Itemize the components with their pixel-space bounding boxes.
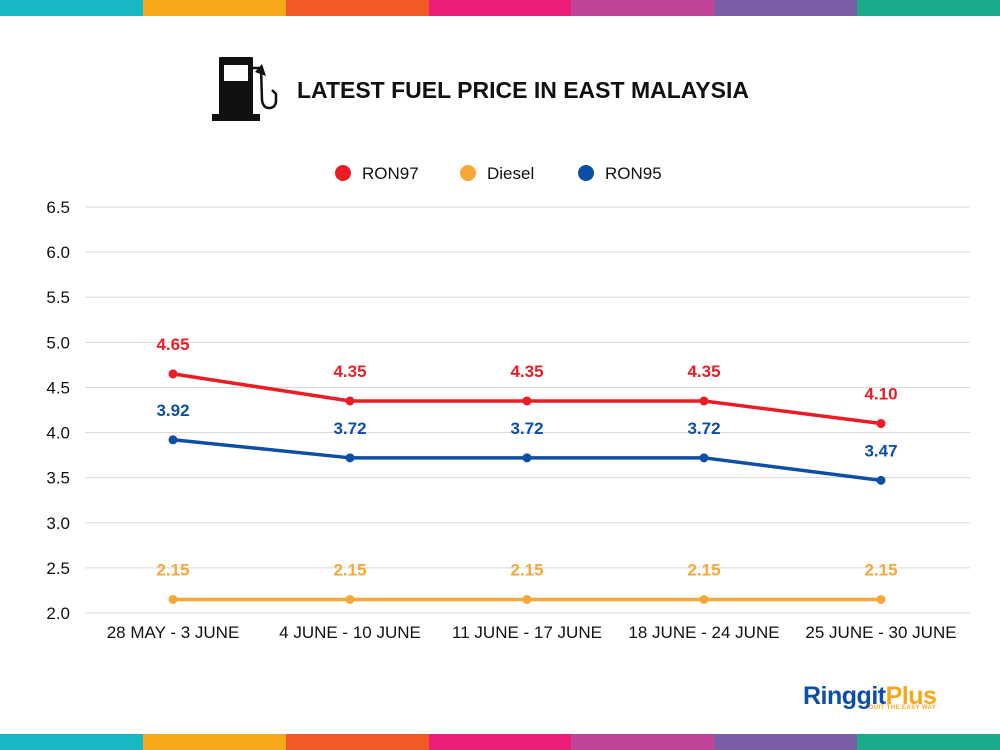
data-point [168,369,178,379]
stripe-segment [857,734,1000,750]
data-point [345,453,355,463]
data-label: 3.72 [510,419,543,438]
stripe-segment [0,734,143,750]
x-tick-label: 11 JUNE - 17 JUNE [452,623,602,642]
y-tick-label: 5.0 [46,333,70,352]
data-label: 2.15 [156,560,189,579]
data-point [168,594,178,604]
legend-marker [460,165,476,181]
data-label: 3.92 [156,401,189,420]
x-axis: 28 MAY - 3 JUNE 4 JUNE - 10 JUNE 11 JUNE -… [107,623,957,642]
data-point [699,453,709,463]
stripe-segment [571,734,715,750]
stripe-segment [285,0,429,16]
y-tick-label: 2.5 [46,559,70,578]
data-label: 3.47 [864,441,897,460]
data-label: 4.35 [510,362,543,381]
legend-label: RON97 [362,164,419,183]
data-label: 4.35 [333,362,366,381]
x-tick-label: 18 JUNE - 24 JUNE [628,623,779,642]
legend-item-diesel: Diesel [460,164,534,183]
data-point [876,475,886,485]
legend-label: RON95 [605,164,662,183]
legend-marker [335,165,351,181]
ringgitplus-logo: RinggitPlus DUIT THE EASY WAY [803,683,943,723]
series-ron95: 3.92 3.72 3.72 3.72 3.47 [156,401,898,485]
y-axis: 2.0 2.5 3.0 3.5 4.0 4.5 5.0 5.5 6.0 6.5 [46,198,70,623]
data-label: 4.35 [687,362,720,381]
grid-lines [85,206,970,614]
data-point [168,435,178,445]
chart-title: LATEST FUEL PRICE IN EAST MALAYSIA [297,77,749,103]
stripe-segment [0,0,143,16]
y-tick-label: 4.0 [46,424,70,443]
series-group: 4.654.35 4.35 4.354.102.15 2.15 2.15 2.15 2.15… [156,335,898,604]
stripe-segment [142,0,286,16]
legend-item-ron95: RON95 [578,164,662,183]
data-point [699,594,709,604]
data-point [522,594,532,604]
legend: RON97 Diesel RON95 [335,164,662,183]
data-label: 4.65 [156,335,189,354]
stripe-segment [142,734,286,750]
data-label: 2.15 [687,560,720,579]
data-label: 2.15 [333,560,366,579]
data-point [345,594,355,604]
brand-name-part2: Plus [885,682,937,710]
data-point [699,396,709,406]
data-label: 3.72 [687,419,720,438]
stripe-segment [571,0,715,16]
stripe-segment [428,0,572,16]
top-color-stripe [0,0,1000,16]
data-label: 2.15 [510,560,543,579]
bottom-color-stripe [0,734,1000,750]
legend-item-ron97: RON97 [335,164,419,183]
y-tick-label: 3.5 [46,469,70,488]
data-point [345,396,355,406]
series-ron97: 4.65 4.35 4.35 4.35 4.10 [156,335,898,429]
y-tick-label: 3.0 [46,514,70,533]
stripe-segment [714,734,858,750]
x-tick-label: 4 JUNE - 10 JUNE [279,623,421,642]
stripe-segment [857,0,1000,16]
data-point [522,396,532,406]
stripe-segment [428,734,572,750]
legend-marker [578,165,594,181]
stripe-segment [714,0,858,16]
x-tick-label: 25 JUNE - 30 JUNE [805,623,956,642]
data-point [876,419,886,429]
y-tick-label: 2.0 [46,604,70,623]
data-label: 4.10 [864,385,897,404]
x-tick-label: 28 MAY - 3 JUNE [107,623,240,642]
y-tick-label: 4.5 [46,378,70,397]
legend-label: Diesel [487,164,534,183]
y-tick-label: 6.5 [46,198,70,217]
data-point [522,453,532,463]
y-tick-label: 5.5 [46,288,70,307]
data-point [876,594,886,604]
stripe-segment [285,734,429,750]
brand-tagline: DUIT THE EASY WAY [869,705,937,711]
series-diesel: 2.15 2.15 2.15 2.15 2.15 [156,560,898,604]
brand-name-part1: Ringgit [803,682,886,710]
data-label: 2.15 [864,560,897,579]
data-label: 3.72 [333,419,366,438]
y-tick-label: 6.0 [46,243,70,262]
fuel-pump-icon [212,57,278,121]
